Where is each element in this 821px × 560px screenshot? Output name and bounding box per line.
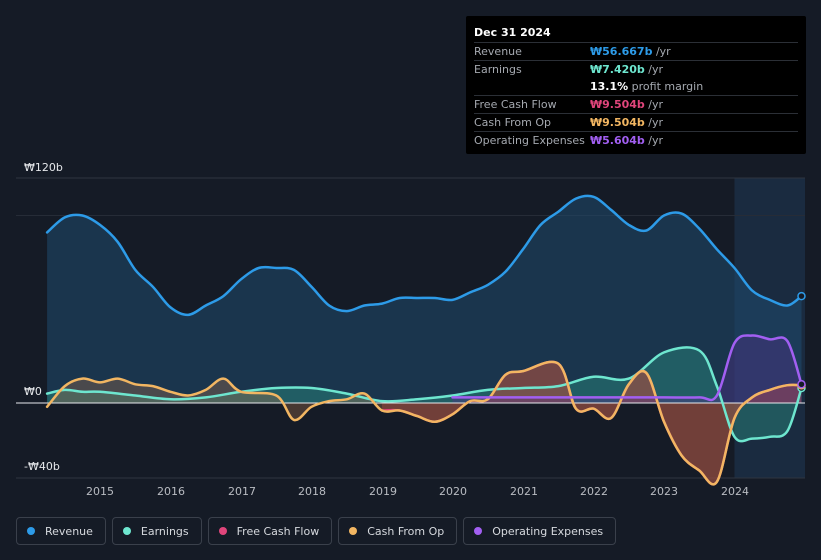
legend-dot bbox=[27, 527, 35, 535]
x-tick-label: 2018 bbox=[298, 485, 326, 498]
revenue-line bbox=[45, 194, 803, 317]
legend-label: Revenue bbox=[45, 524, 93, 538]
legend-dot bbox=[218, 527, 227, 535]
legend-dot bbox=[122, 527, 131, 535]
legend-label: Earnings bbox=[140, 524, 189, 538]
legend-item-cash-from-op[interactable]: Cash From Op bbox=[338, 517, 458, 545]
legend-item-free-cash-flow[interactable]: Free Cash Flow bbox=[207, 517, 333, 545]
tooltip-row-margin: 13.1% profit margin bbox=[474, 78, 798, 95]
y-label-top: ₩120b bbox=[24, 161, 63, 174]
free-cash-flow-area bbox=[382, 361, 802, 485]
y-label-zero: ₩0 bbox=[24, 385, 42, 398]
legend-label: Cash From Op bbox=[367, 524, 445, 538]
tooltip-value: ₩7.420b bbox=[590, 63, 645, 76]
x-tick-label: 2016 bbox=[157, 485, 185, 498]
legend-item-earnings[interactable]: Earnings bbox=[111, 517, 202, 545]
x-tick-label: 2022 bbox=[580, 485, 608, 498]
tooltip-value: 13.1% bbox=[590, 80, 629, 93]
x-tick-label: 2023 bbox=[650, 485, 678, 498]
tooltip-value: ₩5.604b bbox=[590, 134, 645, 147]
x-tick-label: 2019 bbox=[369, 485, 397, 498]
tooltip-label: Operating Expenses bbox=[474, 134, 585, 147]
legend: Revenue Earnings Free Cash Flow Cash Fro… bbox=[16, 517, 617, 545]
tooltip-label: Earnings bbox=[474, 63, 522, 76]
tooltip-unit: /yr bbox=[644, 134, 664, 147]
tooltip-date: Dec 31 2024 bbox=[474, 26, 551, 39]
operating-expenses-line bbox=[451, 334, 803, 402]
tooltip-value: ₩56.667b bbox=[590, 45, 653, 58]
x-tick-label: 2020 bbox=[439, 485, 467, 498]
earnings-line bbox=[45, 346, 803, 443]
y-label-bottom: -₩40b bbox=[24, 460, 60, 473]
revenue-area bbox=[47, 195, 802, 403]
cash-from-op-line bbox=[45, 360, 803, 486]
operating-expenses-end-marker bbox=[797, 380, 806, 389]
tooltip-unit: /yr bbox=[644, 63, 664, 76]
x-tick-label: 2024 bbox=[721, 485, 749, 498]
tooltip-row-opex: Operating Expenses ₩5.604b /yr bbox=[474, 131, 798, 149]
legend-item-revenue[interactable]: Revenue bbox=[16, 517, 106, 545]
legend-dot bbox=[474, 527, 483, 535]
operating-expenses-area bbox=[452, 335, 802, 403]
tooltip-label: Cash From Op bbox=[474, 116, 552, 129]
tooltip: Dec 31 2024 Revenue ₩56.667b /yr Earning… bbox=[466, 16, 806, 154]
legend-label: Operating Expenses bbox=[492, 524, 604, 538]
revenue-end-marker bbox=[797, 291, 806, 301]
tooltip-row-revenue: Revenue ₩56.667b /yr bbox=[474, 42, 798, 60]
tooltip-row-fcf: Free Cash Flow ₩9.504b /yr bbox=[474, 95, 798, 113]
tooltip-row-earnings: Earnings ₩7.420b /yr bbox=[474, 60, 798, 78]
tooltip-label: Free Cash Flow bbox=[474, 98, 557, 111]
tooltip-value: ₩9.504b bbox=[590, 98, 645, 111]
tooltip-unit: /yr bbox=[644, 98, 664, 111]
x-tick-label: 2021 bbox=[510, 485, 538, 498]
legend-label: Free Cash Flow bbox=[236, 524, 320, 538]
tooltip-unit: /yr bbox=[652, 45, 671, 58]
legend-dot bbox=[349, 527, 358, 535]
tooltip-value: ₩9.504b bbox=[590, 116, 645, 129]
tooltip-label bbox=[474, 78, 590, 95]
x-tick-label: 2017 bbox=[228, 485, 256, 498]
tooltip-unit: /yr bbox=[644, 116, 664, 129]
tooltip-unit: profit margin bbox=[628, 80, 704, 93]
legend-item-operating-expenses[interactable]: Operating Expenses bbox=[463, 517, 617, 545]
x-tick-label: 2015 bbox=[86, 485, 114, 498]
tooltip-row-cfo: Cash From Op ₩9.504b /yr bbox=[474, 113, 798, 131]
tooltip-label: Revenue bbox=[474, 45, 522, 58]
